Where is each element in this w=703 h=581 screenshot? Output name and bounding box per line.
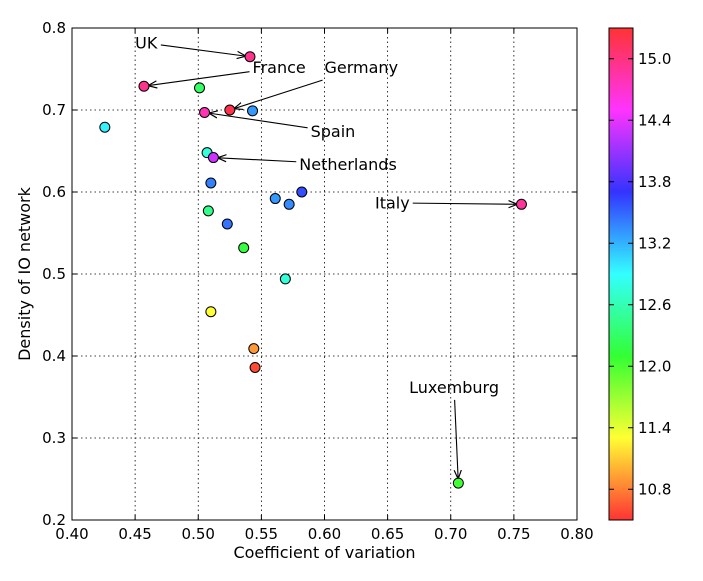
x-tick-label: 0.80	[560, 525, 593, 543]
scatter-point	[269, 193, 281, 205]
grid-lines	[72, 28, 577, 520]
colorbar-tick-label: 12.0	[638, 357, 671, 375]
axis-ticks: 0.40 0.45 0.50 0.55 0.60 0.65 0.70 0.75 0.80 0.2 0…	[42, 19, 594, 543]
y-tick-label: 0.3	[42, 429, 66, 447]
x-tick-label: 0.70	[434, 525, 467, 543]
scatter-point	[452, 477, 464, 489]
annotation-arrow	[234, 79, 323, 109]
annotation-label: Luxemburg	[409, 378, 499, 397]
scatter-point	[247, 105, 259, 117]
colorbar-tick-label: 15.0	[638, 50, 671, 68]
y-tick-label: 0.8	[42, 19, 66, 37]
scatter-point	[515, 198, 527, 210]
data-points	[99, 51, 527, 489]
scatter-point	[283, 198, 295, 210]
annotation-arrow	[209, 113, 308, 129]
annotation-arrow	[412, 203, 517, 204]
y-tick-label: 0.6	[42, 183, 66, 201]
colorbar-tick-label: 13.2	[638, 234, 671, 252]
scatter-point	[194, 82, 206, 94]
scatter-point	[296, 186, 308, 198]
annotation-arrow	[160, 44, 246, 56]
colorbar	[608, 27, 634, 521]
scatter-point	[238, 242, 250, 254]
scatter-point	[205, 306, 217, 318]
y-tick-label: 0.5	[42, 265, 66, 283]
annotations: UK France Germany Spain Netherlands Italy Luxe…	[135, 34, 517, 479]
scatter-point	[249, 361, 261, 373]
scatter-point	[205, 177, 217, 189]
scatter-point	[99, 121, 111, 133]
colorbar-tick-label: 10.8	[638, 480, 671, 498]
annotation-label: France	[253, 58, 306, 77]
x-tick-label: 0.60	[308, 525, 341, 543]
colorbar-ticks: 10.8 11.4 12.0 12.6 13.2 13.8 14.4 15.0	[609, 50, 671, 498]
scatter-point	[279, 273, 291, 285]
annotation-label: UK	[135, 34, 158, 53]
annotation-label: Italy	[375, 193, 410, 212]
colorbar-tick-label: 13.8	[638, 173, 671, 191]
y-tick-label: 0.2	[42, 511, 66, 529]
y-tick-label: 0.4	[42, 347, 66, 365]
annotation-arrow	[148, 71, 250, 86]
scatter-point	[202, 205, 214, 217]
x-tick-label: 0.55	[245, 525, 278, 543]
colorbar-tick-label: 14.4	[638, 111, 671, 129]
annotation-label: Spain	[311, 122, 356, 141]
scatter-point	[207, 152, 219, 164]
annotation-label: Germany	[325, 58, 399, 77]
annotation-label: Netherlands	[299, 155, 397, 174]
x-tick-label: 0.65	[371, 525, 404, 543]
x-tick-label: 0.40	[55, 525, 88, 543]
scatter-point	[138, 80, 150, 92]
scatter-point	[224, 104, 236, 116]
x-axis-label: Coefficient of variation	[233, 543, 415, 562]
scatter-point	[221, 218, 233, 230]
y-axis-label: Density of IO network	[15, 186, 34, 361]
colorbar-tick-label: 11.4	[638, 419, 671, 437]
colorbar-tick-label: 12.6	[638, 296, 671, 314]
annotation-arrow	[218, 158, 297, 162]
annotation-arrow	[455, 399, 459, 479]
scatter-point	[248, 343, 260, 355]
x-tick-label: 0.50	[182, 525, 215, 543]
scatter-point	[199, 106, 211, 118]
x-tick-label: 0.45	[118, 525, 151, 543]
y-tick-label: 0.7	[42, 101, 66, 119]
scatter-point	[244, 51, 256, 63]
x-tick-label: 0.75	[497, 525, 530, 543]
